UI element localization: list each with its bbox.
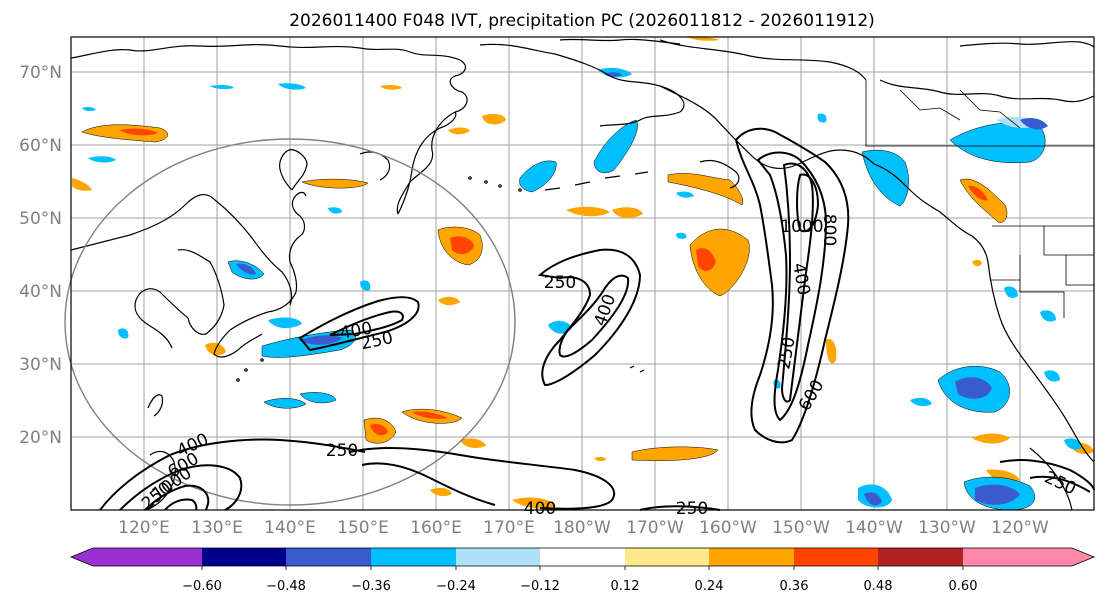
colorbar-tick-label: −0.12 <box>520 579 560 594</box>
lat-label: 40°N <box>19 282 62 302</box>
lon-label: 150°W <box>772 518 830 538</box>
lon-label: 170°W <box>626 518 684 538</box>
lat-label: 20°N <box>19 428 62 448</box>
ivt-label: 250 <box>544 273 576 293</box>
lat-label: 60°N <box>19 136 62 156</box>
colorbar-segment <box>286 548 371 566</box>
ivt-label: 250 <box>676 499 708 519</box>
lon-label: 180°W <box>553 518 611 538</box>
colorbar-segment <box>794 548 878 566</box>
lon-label: 160°E <box>410 518 462 538</box>
ivt-contours <box>99 127 1095 511</box>
lon-label: 140°W <box>845 518 903 538</box>
colorbar-tick-label: 0.36 <box>780 579 809 594</box>
lon-label: 150°E <box>337 518 389 538</box>
colorbar-segment <box>878 548 963 566</box>
ivt-contour-labels: 250 400 250 400 1000 800 400 250 600 250… <box>138 214 1079 519</box>
colorbar-segment <box>371 548 456 566</box>
colorbar-segment <box>540 548 625 566</box>
borders <box>865 80 1094 318</box>
colorbar-tick-label: −0.36 <box>351 579 391 594</box>
map-title: 2026011400 F048 IVT, precipitation PC (2… <box>289 11 875 31</box>
coastlines <box>70 38 1095 511</box>
colorbar-tick-label: −0.60 <box>182 579 222 594</box>
colorbar-outline <box>69 547 1096 567</box>
colorbar-tick-labels: −0.60 −0.48 −0.36 −0.24 −0.12 0.12 0.24 … <box>182 579 977 594</box>
colorbar-tick-label: −0.24 <box>436 579 476 594</box>
colorbar-segment <box>625 548 709 566</box>
colorbar-tick-label: −0.48 <box>266 579 306 594</box>
precipitation-pc-shading <box>72 36 1094 511</box>
ivt-label: 400 <box>524 499 556 519</box>
lon-label: 120°W <box>991 518 1049 538</box>
colorbar-tick-label: 0.48 <box>864 579 893 594</box>
positive-pc-patches <box>72 36 1094 509</box>
lon-label: 140°E <box>264 518 316 538</box>
lon-label: 170°E <box>483 518 535 538</box>
ivt-label: 1000 <box>780 217 823 237</box>
negative-pc-patches <box>82 67 1082 511</box>
colorbar-tick-label: 0.12 <box>611 579 640 594</box>
latitude-labels: 70°N 60°N 50°N 40°N 30°N 20°N <box>19 63 62 448</box>
lon-label: 160°W <box>699 518 757 538</box>
highlight-circle <box>64 138 516 506</box>
ivt-label: 800 <box>819 214 839 246</box>
colorbar-tick-label: 0.60 <box>949 579 978 594</box>
longitude-labels: 120°E 130°E 140°E 150°E 160°E 170°E 180°… <box>118 518 1049 538</box>
colorbar-segment <box>456 548 540 566</box>
colorbar-segment <box>71 548 202 566</box>
lat-label: 70°N <box>19 63 62 83</box>
colorbar-segment <box>202 548 286 566</box>
lat-label: 30°N <box>19 355 62 375</box>
colorbar-segment <box>709 548 794 566</box>
map-panel: 250 400 250 400 1000 800 400 250 600 250… <box>64 36 1095 519</box>
colorbar: −0.60 −0.48 −0.36 −0.24 −0.12 0.12 0.24 … <box>69 547 1096 594</box>
lat-label: 50°N <box>19 209 62 229</box>
lon-label: 130°W <box>918 518 976 538</box>
ivt-label: 250 <box>326 441 358 461</box>
colorbar-segment <box>963 548 1094 566</box>
lon-label: 120°E <box>118 518 170 538</box>
colorbar-tick-label: 0.24 <box>695 579 724 594</box>
colorbar-segments <box>69 547 1096 570</box>
lon-label: 130°E <box>191 518 243 538</box>
